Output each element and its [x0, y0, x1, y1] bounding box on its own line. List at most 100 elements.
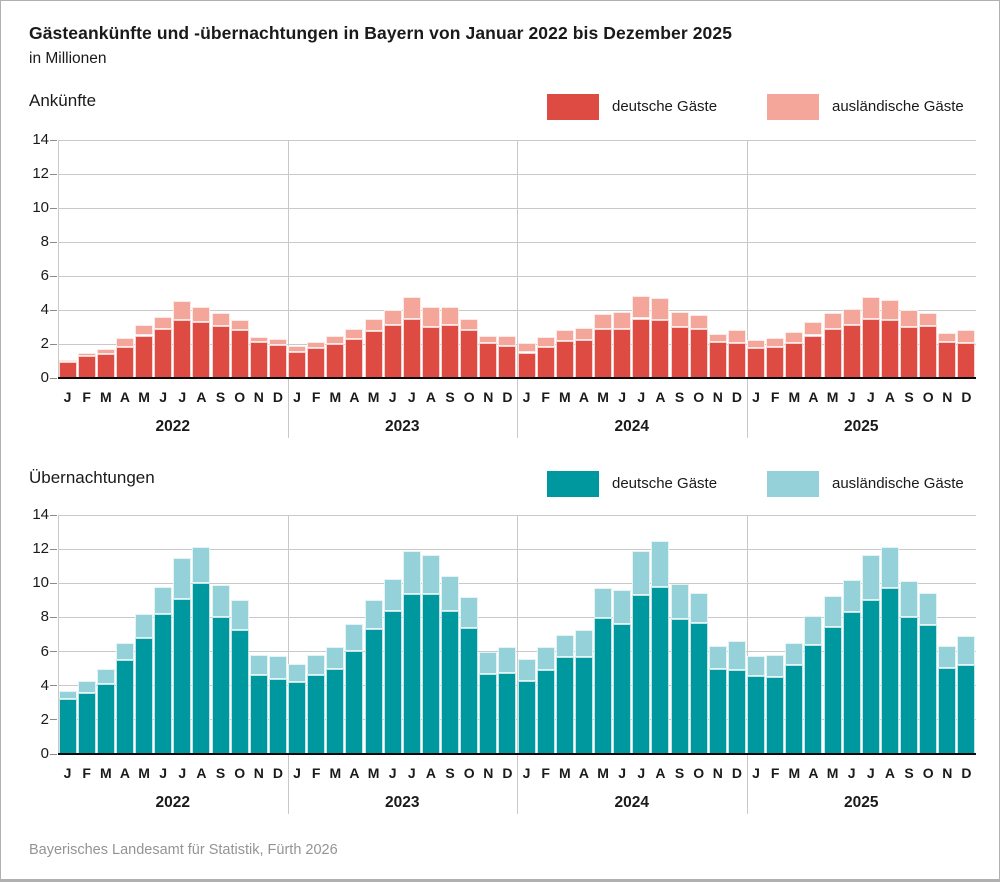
- month-label: D: [961, 389, 972, 405]
- bar-segment-deutsche-gaeste: [115, 346, 134, 378]
- bar-segment-auslaendische-gaeste: [307, 654, 326, 675]
- bar-segment-auslaendische-gaeste: [517, 659, 536, 681]
- y-axis-tick: [50, 616, 57, 618]
- bar-segment-deutsche-gaeste: [135, 637, 154, 754]
- x-axis-baseline: [58, 377, 976, 379]
- bar-segment-deutsche-gaeste: [651, 586, 670, 754]
- month-label: J: [866, 389, 875, 405]
- month-label: N: [712, 765, 723, 781]
- month-label: D: [961, 765, 972, 781]
- bar-segment-deutsche-gaeste: [613, 624, 632, 754]
- figure-subtitle: in Millionen: [29, 50, 107, 67]
- bar-segment-auslaendische-gaeste: [402, 297, 421, 320]
- month-label: M: [367, 389, 380, 405]
- year-label: 2025: [844, 418, 879, 435]
- bar-segment-auslaendische-gaeste: [708, 646, 727, 669]
- month-label: M: [138, 765, 150, 781]
- y-axis-tick: [50, 582, 57, 584]
- month-label: M: [329, 389, 342, 405]
- bar-segment-deutsche-gaeste: [747, 348, 766, 378]
- bar-segment-auslaendische-gaeste: [747, 339, 766, 349]
- bar-segment-deutsche-gaeste: [919, 326, 938, 378]
- bar-segment-auslaendische-gaeste: [77, 680, 96, 693]
- y-axis-tick: [50, 719, 57, 721]
- bar-segment-auslaendische-gaeste: [498, 335, 517, 346]
- y-axis-label: 0: [40, 369, 49, 386]
- bar-segment-deutsche-gaeste: [938, 667, 957, 754]
- bar-segment-auslaendische-gaeste: [383, 310, 402, 326]
- y-axis-label: 10: [32, 199, 49, 216]
- y-axis-tick: [50, 275, 57, 277]
- year-separator: [517, 140, 518, 438]
- bar-segment-auslaendische-gaeste: [900, 310, 919, 327]
- bar-segment-deutsche-gaeste: [441, 610, 460, 754]
- bar-segment-deutsche-gaeste: [77, 355, 96, 378]
- bar-segment-deutsche-gaeste: [861, 600, 880, 754]
- month-label: A: [578, 765, 589, 781]
- bar-segment-deutsche-gaeste: [689, 328, 708, 378]
- month-label: F: [770, 389, 780, 405]
- month-label: O: [463, 389, 475, 405]
- bar-segment-deutsche-gaeste: [957, 343, 976, 378]
- month-label: M: [826, 765, 839, 781]
- bar-segment-deutsche-gaeste: [670, 619, 689, 754]
- month-label: S: [674, 765, 685, 781]
- bar-segment-auslaendische-gaeste: [919, 592, 938, 626]
- bar-segment-deutsche-gaeste: [823, 626, 842, 754]
- bar-segment-auslaendische-gaeste: [441, 307, 460, 326]
- gridline: [58, 651, 976, 653]
- month-label: S: [674, 389, 685, 405]
- bar-segment-auslaendische-gaeste: [211, 313, 230, 327]
- gridline: [58, 514, 976, 516]
- month-label: A: [808, 389, 819, 405]
- bar-segment-auslaendische-gaeste: [555, 330, 574, 341]
- y-axis-tick: [50, 548, 57, 550]
- bar-segment-auslaendische-gaeste: [957, 636, 976, 666]
- y-axis-tick: [50, 207, 57, 209]
- bar-segment-deutsche-gaeste: [288, 682, 307, 754]
- bar-segment-auslaendische-gaeste: [938, 332, 957, 343]
- bar-segment-auslaendische-gaeste: [58, 690, 77, 700]
- bar-segment-auslaendische-gaeste: [115, 338, 134, 347]
- y-axis-label: 8: [40, 608, 49, 626]
- bar-segment-auslaendische-gaeste: [670, 311, 689, 327]
- bar-segment-deutsche-gaeste: [804, 644, 823, 754]
- bar-segment-auslaendische-gaeste: [842, 579, 861, 613]
- y-axis-tick: [50, 753, 57, 755]
- bar-segment-auslaendische-gaeste: [804, 321, 823, 336]
- bar-segment-auslaendische-gaeste: [594, 587, 613, 619]
- bar-segment-auslaendische-gaeste: [173, 557, 192, 599]
- month-label: J: [178, 765, 187, 781]
- bar-segment-deutsche-gaeste: [555, 656, 574, 754]
- bar-segment-auslaendische-gaeste: [938, 645, 957, 668]
- bar-segment-auslaendische-gaeste: [326, 647, 345, 669]
- legend-swatch-uebernachtungen-auslaendische: [767, 471, 819, 497]
- bar-segment-deutsche-gaeste: [842, 612, 861, 754]
- y-axis-label: 12: [32, 540, 49, 558]
- bar-segment-auslaendische-gaeste: [230, 320, 249, 331]
- bar-segment-deutsche-gaeste: [804, 335, 823, 378]
- bar-segment-deutsche-gaeste: [785, 665, 804, 754]
- bar-segment-auslaendische-gaeste: [115, 643, 134, 661]
- bar-segment-auslaendische-gaeste: [135, 325, 154, 336]
- bar-segment-auslaendische-gaeste: [364, 600, 383, 630]
- month-label: J: [522, 765, 531, 781]
- bar-segment-auslaendische-gaeste: [727, 641, 746, 671]
- year-separator: [746, 515, 748, 814]
- bar-segment-deutsche-gaeste: [192, 583, 211, 754]
- year-label: 2023: [385, 418, 420, 435]
- month-label: A: [196, 765, 207, 781]
- legend-label-ankuenfte-auslaendische: ausländische Gäste: [832, 98, 964, 115]
- legend-swatch-ankuenfte-auslaendische: [767, 94, 819, 120]
- y-axis-tick: [50, 241, 57, 243]
- month-label: D: [502, 765, 513, 781]
- month-label: J: [618, 765, 627, 781]
- bar-segment-deutsche-gaeste: [307, 348, 326, 378]
- x-axis-baseline: [58, 753, 976, 755]
- bar-segment-auslaendische-gaeste: [804, 615, 823, 645]
- bar-segment-auslaendische-gaeste: [613, 311, 632, 329]
- y-axis-tick: [50, 139, 57, 141]
- month-label: M: [788, 389, 801, 405]
- month-label: D: [731, 765, 742, 781]
